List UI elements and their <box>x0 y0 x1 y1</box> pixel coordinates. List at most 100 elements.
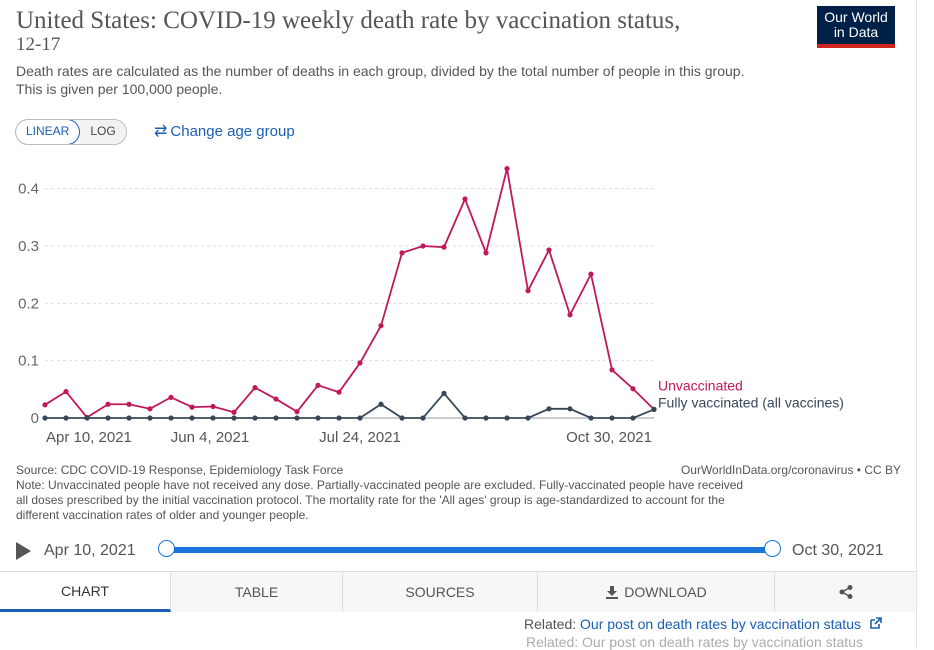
title-line-1: United States: COVID-19 weekly death rat… <box>16 7 681 34</box>
share-button[interactable] <box>775 572 916 612</box>
tab-chart[interactable]: CHART <box>0 572 171 612</box>
data-point <box>189 415 195 421</box>
subtitle-line-2: This is given per 100,000 people. <box>16 81 223 97</box>
data-point <box>42 415 48 421</box>
data-point <box>630 386 636 392</box>
data-point <box>399 415 405 421</box>
related-ghost-link: Our post on death rates by vaccination s… <box>582 634 863 650</box>
data-point <box>546 247 552 253</box>
chart-footer: Source: CDC COVID-19 Response, Epidemiol… <box>16 463 901 523</box>
data-point <box>420 243 426 249</box>
data-point <box>315 382 321 388</box>
data-point <box>378 401 384 407</box>
data-point <box>273 396 279 402</box>
data-point <box>189 404 195 410</box>
data-point <box>42 402 48 408</box>
data-point <box>63 415 69 421</box>
data-point <box>84 415 90 421</box>
data-point <box>609 415 615 421</box>
x-tick-label: Jul 24, 2021 <box>319 429 401 446</box>
data-point <box>231 409 237 415</box>
data-point <box>441 244 447 250</box>
y-tick-label: 0.4 <box>18 181 39 198</box>
data-point <box>147 406 153 412</box>
data-point <box>252 415 258 421</box>
data-point <box>231 415 237 421</box>
data-point <box>546 406 552 412</box>
swap-arrows-icon: ⇄ <box>154 123 168 140</box>
x-tick-label: Jun 4, 2021 <box>171 429 249 446</box>
data-point <box>525 288 531 294</box>
data-point <box>147 415 153 421</box>
data-point <box>420 415 426 421</box>
tab-download[interactable]: DOWNLOAD <box>538 572 775 612</box>
tab-sources[interactable]: SOURCES <box>343 572 538 612</box>
data-point <box>588 415 594 421</box>
logo-line-1: Our World <box>824 9 888 25</box>
data-point <box>357 360 363 366</box>
data-point <box>588 271 594 277</box>
data-point <box>105 401 111 407</box>
related-post-link[interactable]: Our post on death rates by vaccination s… <box>580 616 861 632</box>
logo-line-2: in Data <box>833 24 879 40</box>
data-point <box>168 415 174 421</box>
data-point <box>504 415 510 421</box>
data-point <box>294 415 300 421</box>
y-tick-label: 0.2 <box>18 295 39 312</box>
related-prefix: Related: <box>524 616 581 632</box>
note-line-3: different vaccination rates of older and… <box>16 508 309 522</box>
tab-bar: CHART TABLE SOURCES DOWNLOAD <box>0 571 916 612</box>
share-icon <box>839 585 852 599</box>
linear-scale-button[interactable]: LINEAR <box>15 120 81 144</box>
data-point <box>630 415 636 421</box>
download-label: DOWNLOAD <box>624 584 707 600</box>
y-tick-label: 0.1 <box>18 353 39 370</box>
data-point <box>105 415 111 421</box>
site-credit: OurWorldInData.org/coronavirus • CC BY <box>680 463 901 477</box>
x-tick-label: Oct 30, 2021 <box>566 429 652 446</box>
data-point <box>609 367 615 373</box>
external-link-icon <box>870 617 882 629</box>
data-point <box>567 312 573 318</box>
data-point <box>441 390 447 396</box>
timeline-track[interactable] <box>166 547 772 553</box>
related-ghost-prefix: Related: <box>526 634 583 650</box>
tab-table[interactable]: TABLE <box>171 572 343 612</box>
subtitle-line-1: Death rates are calculated as the number… <box>16 63 745 79</box>
data-point <box>651 406 657 412</box>
data-point <box>168 394 174 400</box>
change-age-group-label: Change age group <box>170 123 295 140</box>
note-line-1: Note: Unvaccinated people have not recei… <box>16 478 744 492</box>
series-label: Unvaccinated <box>658 377 743 393</box>
related-line-ghost: Related: Our post on death rates by vacc… <box>526 634 863 650</box>
data-point <box>504 166 510 172</box>
related-line: Related: Our post on death rates by vacc… <box>524 616 882 632</box>
data-point <box>336 415 342 421</box>
change-age-group-link[interactable]: ⇄ Change age group <box>154 121 295 141</box>
data-point <box>63 389 69 395</box>
timeline-end-handle[interactable] <box>764 540 781 557</box>
note-line-2: all doses prescribed by the initial vacc… <box>16 493 725 507</box>
data-point <box>252 385 258 391</box>
timeline-start-label: Apr 10, 2021 <box>44 542 136 559</box>
timeline-start-handle[interactable] <box>158 540 175 557</box>
data-point <box>273 415 279 421</box>
series-label: Fully vaccinated (all vaccines) <box>658 394 844 410</box>
owid-logo[interactable]: Our World in Data <box>817 6 895 48</box>
source-text: Source: CDC COVID-19 Response, Epidemiol… <box>16 463 344 477</box>
data-point <box>399 250 405 256</box>
data-point <box>483 415 489 421</box>
chart-title: United States: COVID-19 weekly death rat… <box>16 6 806 55</box>
play-icon[interactable] <box>16 542 31 560</box>
series-line-unvaccinated <box>44 168 655 419</box>
data-point <box>210 403 216 410</box>
data-point <box>336 389 342 395</box>
log-scale-button[interactable]: LOG <box>80 120 126 144</box>
line-chart: 0 0.1 0.2 0.3 0.4 Apr 10, 2021 Jun 4, 2021 Jul … <box>18 166 844 446</box>
chart-subtitle: Death rates are calculated as the number… <box>16 62 876 98</box>
data-point <box>462 196 468 202</box>
data-point <box>357 415 363 421</box>
download-icon <box>606 586 619 599</box>
scale-toggle: LINEAR LOG <box>15 119 127 145</box>
